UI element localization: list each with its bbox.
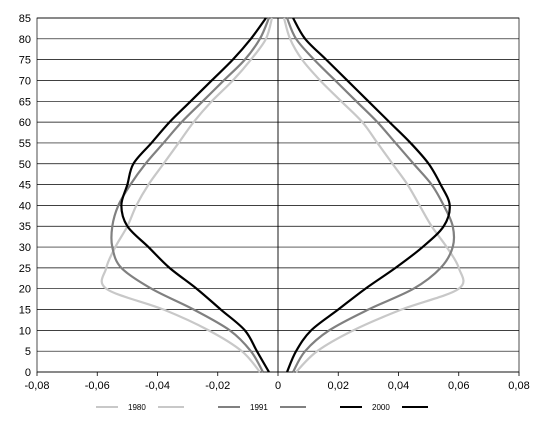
- x-tick-label: 0,04: [388, 380, 409, 392]
- y-tick-label: 35: [19, 221, 31, 233]
- x-tick-label: -0,04: [145, 380, 170, 392]
- x-tick-label: -0,02: [205, 380, 230, 392]
- x-tick-label: -0,06: [85, 380, 110, 392]
- axes: [36, 17, 520, 376]
- legend-label-1980: 1980: [128, 403, 146, 412]
- y-tick-label: 70: [19, 75, 31, 87]
- y-tick-label: 5: [25, 346, 31, 358]
- y-tick-label: 0: [25, 367, 31, 379]
- series-line-1980-right: [282, 17, 465, 373]
- y-tick-label: 15: [19, 305, 31, 317]
- y-tick-label: 65: [19, 96, 31, 108]
- series-line-1991-right: [286, 17, 456, 373]
- tick-labels: 0 5 10 15 20 25 30 35 40 45 50 55 60 65 70 75 80 85 -0,08 -…: [19, 13, 530, 392]
- series-line-2000-right: [286, 17, 451, 373]
- x-tick-label: 0,06: [448, 380, 469, 392]
- y-tick-label: 20: [19, 284, 31, 296]
- y-tick-label: 25: [19, 263, 31, 275]
- y-tick-label: 30: [19, 242, 31, 254]
- x-tick-label: 0: [275, 380, 281, 392]
- x-tick-label: -0,08: [24, 380, 49, 392]
- y-tick-label: 75: [19, 55, 31, 67]
- x-tick-label: 0,02: [328, 380, 349, 392]
- legend-label-2000: 2000: [372, 403, 390, 412]
- y-tick-label: 80: [19, 34, 31, 46]
- x-tick-label: 0,08: [508, 380, 529, 392]
- legend-label-1991: 1991: [250, 403, 268, 412]
- series-line-1991-left: [110, 17, 270, 373]
- y-tick-label: 10: [19, 325, 31, 337]
- y-tick-label: 55: [19, 138, 31, 150]
- y-tick-label: 45: [19, 180, 31, 192]
- series-lines: [100, 17, 465, 373]
- series-line-1980-left: [100, 17, 274, 373]
- y-tick-label: 50: [19, 159, 31, 171]
- y-tick-label: 85: [19, 13, 31, 25]
- y-tick-label: 40: [19, 200, 31, 212]
- legend: 1980 1991 2000: [96, 403, 428, 412]
- y-tick-label: 60: [19, 117, 31, 129]
- series-line-2000-left: [120, 17, 270, 373]
